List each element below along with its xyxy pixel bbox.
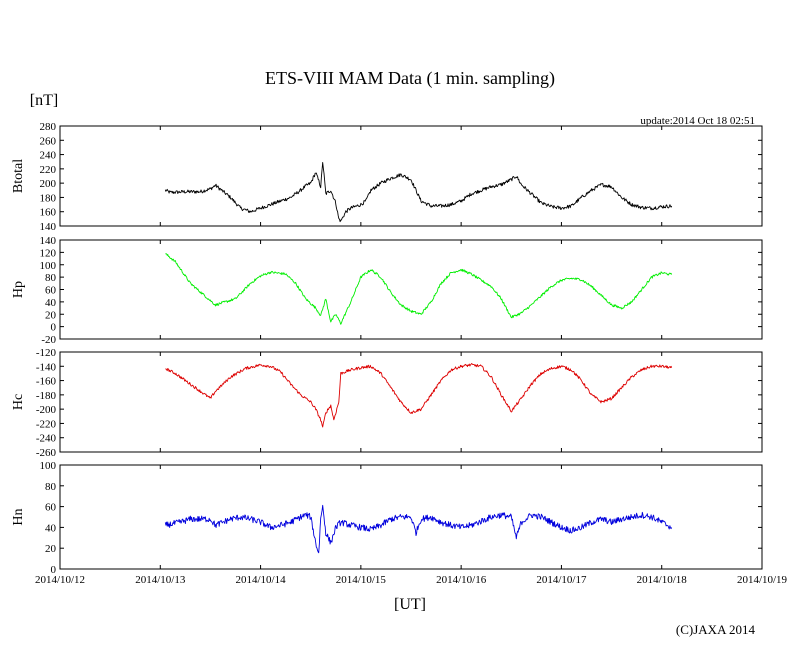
y-tick-label: 100: [40, 460, 57, 472]
y-tick-label: 180: [40, 192, 57, 204]
series-line-hp: [165, 253, 673, 325]
y-tick-label: 0: [51, 322, 57, 334]
y-tick-label: 100: [40, 260, 57, 272]
y-tick-label: 80: [45, 272, 57, 284]
y-tick-label: 120: [40, 247, 57, 259]
panel-frame: [59, 464, 763, 570]
y-tick-label: 60: [45, 502, 57, 514]
series-line-hc: [165, 363, 673, 428]
panel-btotal: 140 160 180 200 220 240 260 280 Btotal: [11, 121, 763, 233]
panel-frame: [59, 351, 763, 453]
x-tick-label: 2014/10/12: [35, 574, 85, 586]
y-tick-label: 0: [51, 564, 57, 576]
y-tick-label: -240: [36, 433, 57, 445]
y-tick-label: 240: [40, 150, 57, 162]
panel-frame: [59, 125, 763, 227]
y-tick-label: 160: [40, 207, 57, 219]
y-tick-label: -120: [36, 347, 57, 359]
y-tick-label: 40: [45, 297, 57, 309]
x-tick-label: 2014/10/14: [236, 574, 287, 586]
y-axis-label: Hn: [11, 508, 26, 525]
panel-frame: [59, 239, 763, 340]
update-text: update:2014 Oct 18 02:51: [640, 115, 755, 127]
chart-title: ETS-VIII MAM Data (1 min. sampling): [265, 68, 555, 89]
y-tick-label: -200: [36, 404, 57, 416]
series-line-btotal: [164, 162, 673, 223]
y-tick-label: 80: [45, 481, 57, 493]
y-axis-label: Hp: [11, 281, 26, 298]
y-tick-label: 280: [40, 121, 57, 133]
unit-label: [nT]: [30, 92, 58, 109]
y-tick-label: 140: [40, 221, 57, 233]
y-axis-label: Hc: [11, 394, 26, 410]
x-tick-label: 2014/10/16: [436, 574, 487, 586]
panel-hn: 0 20 40 60 80 100 Hn: [11, 460, 763, 576]
y-axis-label: Btotal: [11, 159, 26, 193]
panel-hc: -260 -240 -220 -200 -180 -160 -140 -120 Hc: [11, 347, 763, 459]
x-tick-label: 2014/10/17: [536, 574, 587, 586]
x-tick-label: 2014/10/15: [336, 574, 387, 586]
y-tick-label: 220: [40, 164, 57, 176]
x-tick-label: 2014/10/13: [135, 574, 186, 586]
x-tick-label: 2014/10/19: [737, 574, 788, 586]
y-tick-label: -180: [36, 390, 57, 402]
y-tick-label: 20: [45, 309, 57, 321]
x-tick-label: 2014/10/18: [637, 574, 688, 586]
y-tick-label: 200: [40, 178, 57, 190]
y-tick-label: 60: [45, 285, 57, 297]
y-tick-label: 20: [45, 543, 57, 555]
y-tick-label: 260: [40, 135, 57, 147]
y-tick-label: -160: [36, 376, 57, 388]
copyright-text: (C)JAXA 2014: [676, 622, 756, 637]
y-tick-label: -220: [36, 418, 57, 430]
x-axis-label: [UT]: [394, 596, 426, 613]
series-line-hn: [164, 504, 673, 554]
y-tick-label: 40: [45, 522, 57, 534]
y-tick-label: -20: [41, 334, 56, 346]
y-tick-label: -140: [36, 361, 57, 373]
y-tick-label: 140: [40, 235, 57, 247]
y-tick-label: -260: [36, 447, 57, 459]
